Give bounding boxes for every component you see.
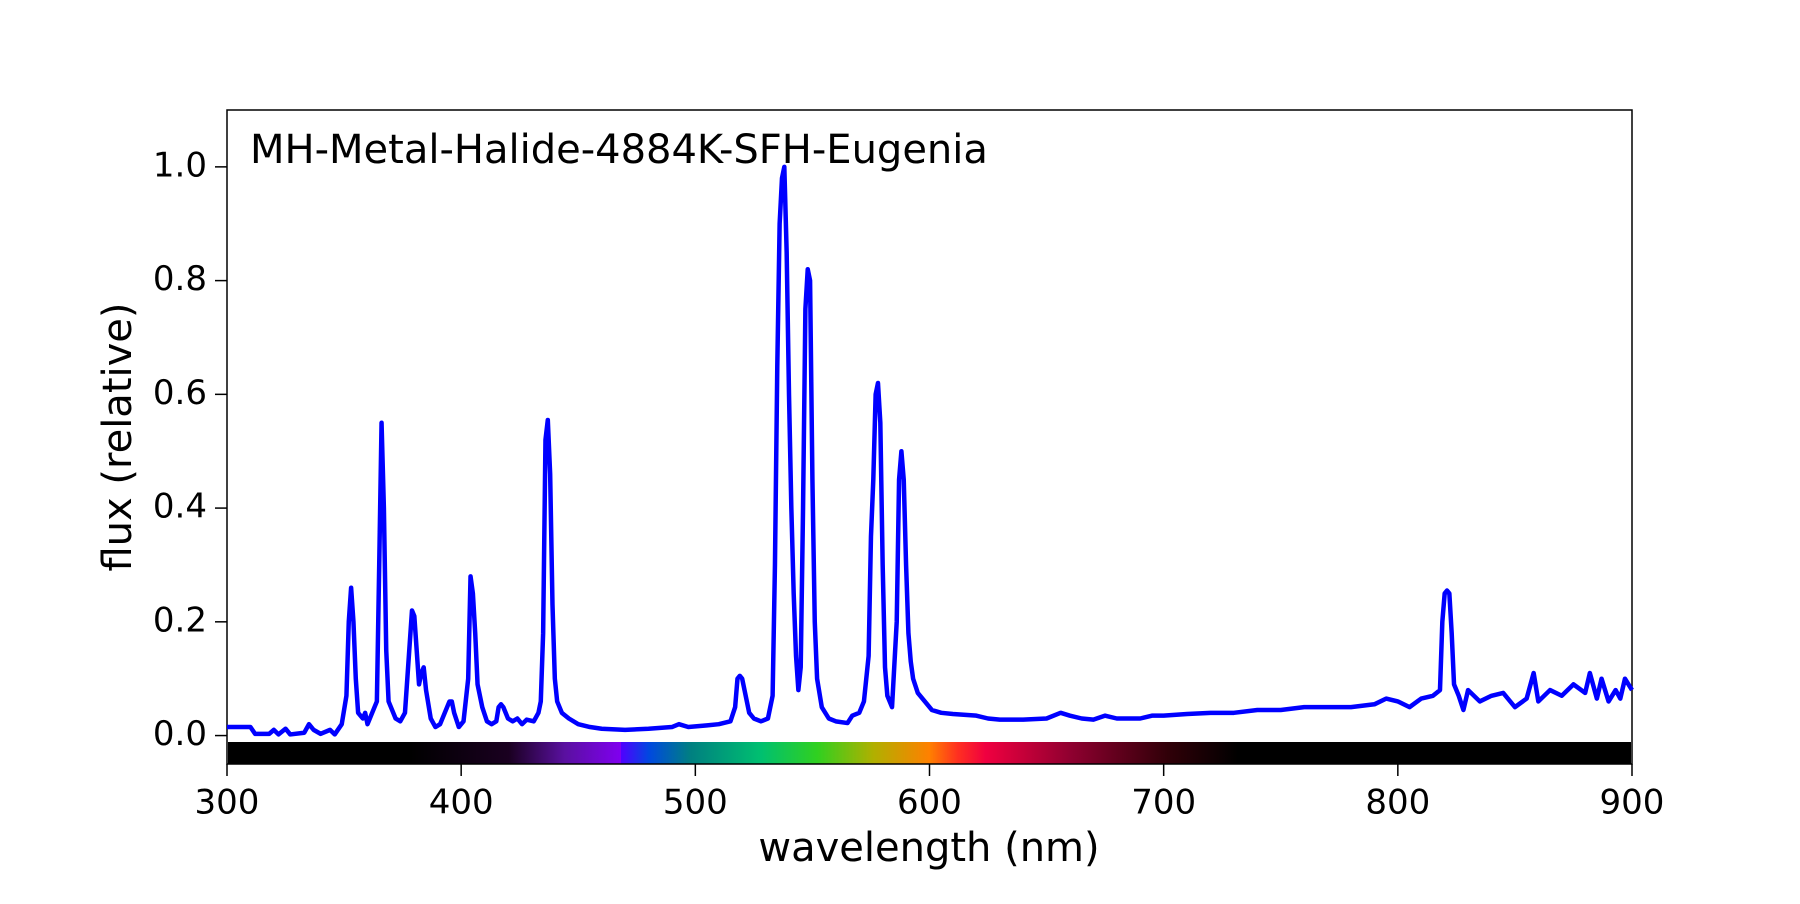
y-tick-label: 0.2 (153, 600, 207, 640)
spectrum-bar (228, 742, 1631, 764)
x-tick-label: 900 (1600, 783, 1665, 823)
chart-title: MH-Metal-Halide-4884K-SFH-Eugenia (250, 127, 988, 173)
spectrum-line (227, 164, 1634, 737)
plot-frame (226, 109, 1633, 765)
y-tick-label: 0.8 (153, 259, 207, 299)
x-tick-label: 300 (195, 783, 260, 823)
x-tick-label: 800 (1365, 783, 1430, 823)
y-tick-label: 1.0 (153, 145, 207, 185)
x-tick-label: 500 (663, 783, 728, 823)
x-axis-label: wavelength (nm) (758, 825, 1099, 871)
y-tick-label: 0.4 (153, 487, 207, 527)
y-tick-label: 0.6 (153, 373, 207, 413)
x-tick-label: 700 (1131, 783, 1196, 823)
x-tick-label: 400 (429, 783, 494, 823)
x-tick-label: 600 (897, 783, 962, 823)
y-tick-label: 0.0 (153, 714, 207, 754)
y-axis-label: flux (relative) (95, 302, 141, 571)
